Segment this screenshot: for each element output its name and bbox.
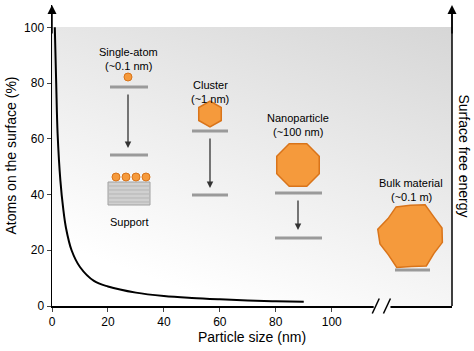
svg-text:0: 0	[37, 299, 44, 313]
svg-text:60: 60	[213, 315, 227, 329]
svg-text:Single-atom: Single-atom	[99, 46, 158, 58]
svg-text:60: 60	[31, 132, 45, 146]
svg-text:(~0.1 nm): (~0.1 nm)	[105, 60, 152, 72]
svg-text:20: 20	[31, 243, 45, 257]
svg-text:20: 20	[101, 315, 115, 329]
svg-text:Bulk material: Bulk material	[379, 177, 443, 189]
svg-text:Atoms on the surface (%): Atoms on the surface (%)	[3, 77, 19, 235]
svg-text:Cluster: Cluster	[193, 79, 228, 91]
svg-text:Support: Support	[110, 216, 149, 228]
svg-text:0: 0	[49, 315, 56, 329]
svg-text:Nanoparticle: Nanoparticle	[267, 112, 329, 124]
svg-text:Particle size (nm): Particle size (nm)	[198, 329, 306, 345]
svg-text:(~0.1 m): (~0.1 m)	[391, 191, 432, 203]
svg-text:Surface free energy: Surface free energy	[456, 95, 472, 218]
svg-text:80: 80	[31, 76, 45, 90]
svg-text:100: 100	[24, 21, 44, 35]
svg-text:(~100 nm): (~100 nm)	[273, 126, 323, 138]
svg-text:40: 40	[31, 188, 45, 202]
svg-text:80: 80	[269, 315, 283, 329]
svg-text:(~1 nm): (~1 nm)	[191, 93, 229, 105]
svg-text:40: 40	[157, 315, 171, 329]
svg-text:100: 100	[322, 315, 342, 329]
